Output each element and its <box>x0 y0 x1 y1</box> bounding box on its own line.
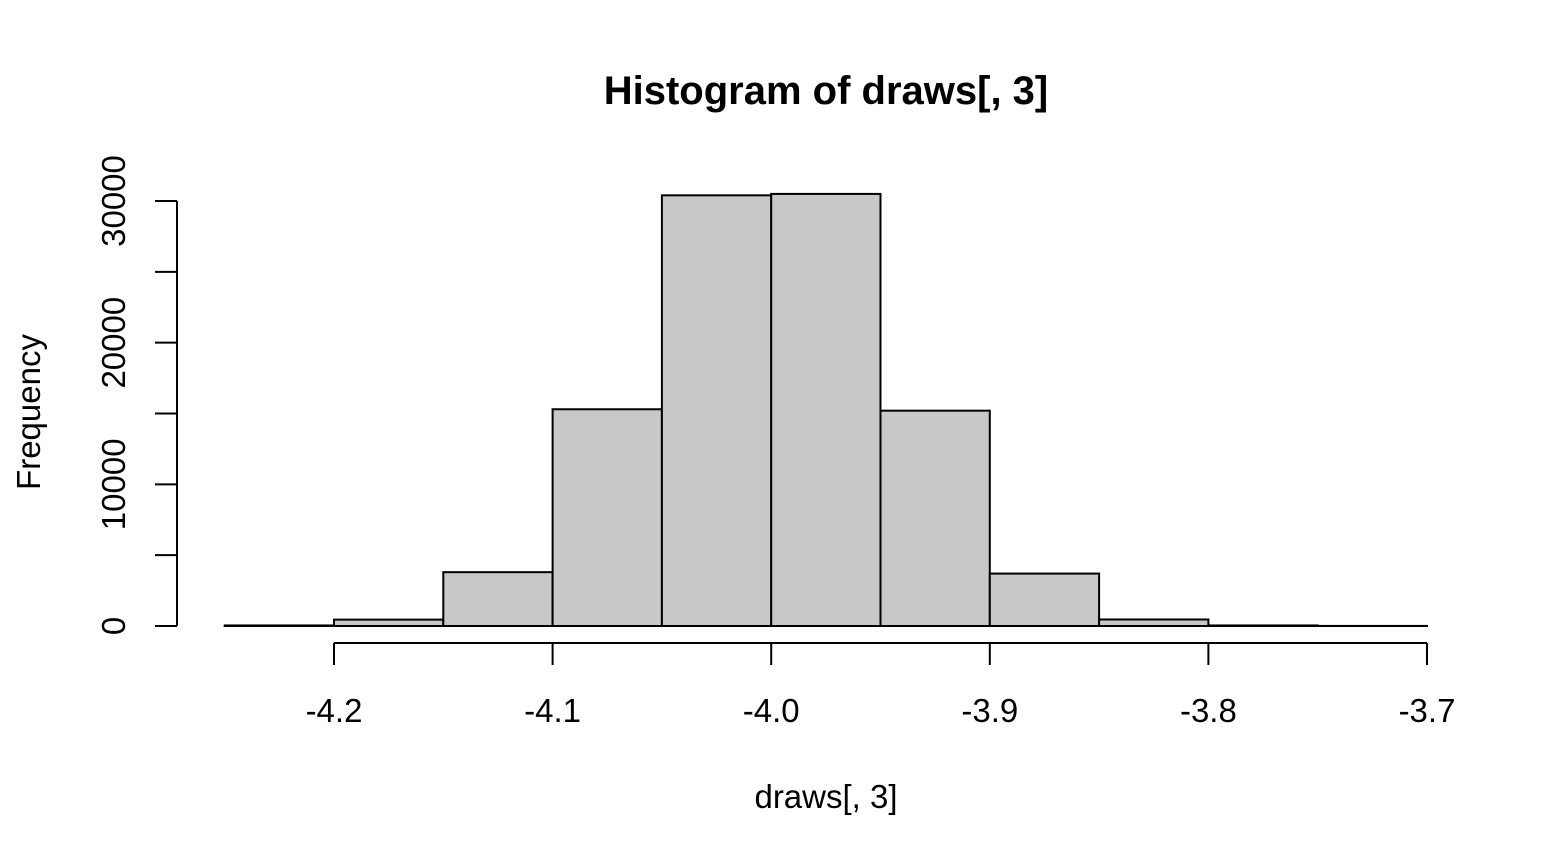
y-tick-label: 20000 <box>95 297 132 389</box>
y-axis-label: Frequency <box>10 334 47 490</box>
x-tick-label: -3.9 <box>961 692 1018 729</box>
y-tick-label: 10000 <box>95 438 132 530</box>
histogram-bar <box>551 408 663 627</box>
chart-title: Histogram of draws[, 3] <box>604 69 1049 113</box>
x-tick-label: -4.2 <box>306 692 363 729</box>
x-tick-label: -4.0 <box>743 692 800 729</box>
histogram-bar <box>1098 618 1210 628</box>
histogram-bar <box>223 624 335 628</box>
y-tick-label: 30000 <box>95 155 132 247</box>
x-axis-label: draws[, 3] <box>754 778 897 815</box>
y-axis: 0 10000 20000 30000 <box>95 155 178 635</box>
bars-group <box>223 192 1428 628</box>
x-tick-label: -3.7 <box>1399 692 1456 729</box>
histogram-bar <box>770 192 882 628</box>
x-tick-label: -3.8 <box>1180 692 1237 729</box>
y-tick-label: 0 <box>95 617 132 635</box>
histogram-bar <box>988 572 1101 627</box>
histogram-bar <box>660 194 773 627</box>
histogram-bar <box>1207 624 1319 628</box>
x-axis: -4.2 -4.1 -4.0 -3.9 -3.8 -3.7 <box>306 642 1456 729</box>
histogram-bar <box>333 618 445 627</box>
histogram-bar <box>879 409 991 627</box>
histogram-bar <box>442 571 554 628</box>
x-tick-label: -4.1 <box>524 692 581 729</box>
